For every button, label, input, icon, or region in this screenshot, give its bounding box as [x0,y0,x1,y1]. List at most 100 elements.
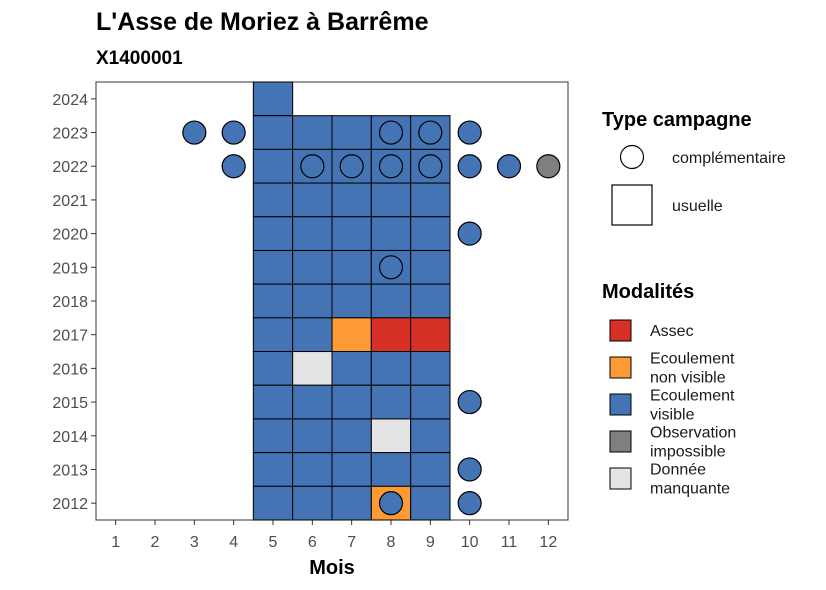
legend-label-complementaire: complémentaire [672,150,786,167]
tile-usuelle [370,452,412,487]
x-tick-label: 3 [190,534,199,551]
tile-usuelle [292,384,333,420]
tile-usuelle [410,249,451,285]
tile-usuelle [292,485,333,521]
tile-usuelle [331,249,372,285]
tile-usuelle [252,485,294,521]
tile-usuelle [370,418,412,454]
tile-usuelle [331,485,372,521]
tile-usuelle [331,216,372,251]
tile-usuelle [410,485,451,521]
tile-usuelle [292,249,333,285]
y-tick-label: 2017 [52,328,88,345]
point-complementaire [221,154,246,179]
tile-usuelle [292,351,333,386]
point-complementaire [378,491,404,516]
y-tick-label: 2024 [52,92,88,109]
y-tick-label: 2019 [52,260,88,277]
legend-modalites-title: Modalités [602,281,694,303]
tile-usuelle [252,283,294,319]
legend-key-complementaire [619,144,645,170]
y-tick-label: 2015 [52,395,88,412]
tile-usuelle [292,452,333,487]
tile-usuelle [410,317,451,353]
legend-type-campagne: Type campagne complémentaire usuelle [602,109,786,226]
point-complementaire [339,154,364,179]
tile-usuelle [252,115,294,150]
point-complementaire [300,154,325,179]
tile-usuelle [331,115,372,150]
legend-type-title: Type campagne [602,109,752,131]
tile-usuelle [370,317,412,353]
tile-usuelle [410,384,451,420]
y-tick-label: 2012 [52,496,88,513]
y-tick-label: 2022 [52,159,88,176]
tile-usuelle [292,283,333,319]
tile-usuelle [331,384,372,420]
tile-usuelle [252,418,294,454]
tile-usuelle [370,283,412,319]
point-complementaire [457,491,482,516]
legend-key-modalite [609,356,632,379]
tile-usuelle [292,418,333,454]
legend-label-modalite: Ecoulement non visible [650,351,735,387]
y-tick-label: 2018 [52,294,88,311]
legend-key-modalite [609,319,632,342]
legend-label-modalite: Observation impossible [650,425,736,461]
point-complementaire [378,154,404,179]
chart-subtitle: X1400001 [96,48,183,69]
legend-key-modalite [609,467,632,490]
chart-title: L'Asse de Moriez à Barrême [96,8,429,36]
point-complementaire [536,154,561,179]
tile-usuelle [410,351,451,386]
y-tick-label: 2020 [52,227,88,244]
x-axis: 1 2 3 4 5 6 7 8 9 10 11 12 [111,520,557,551]
y-tick-label: 2013 [52,462,88,479]
tile-usuelle [331,317,372,353]
legend-label-modalite: Ecoulement visible [650,388,735,424]
tile-usuelle [410,283,451,319]
point-complementaire [457,389,482,415]
legend-modalites: Modalités Assec Ecoulement non visibleEcou… [602,281,736,498]
tile-usuelle [252,384,294,420]
x-tick-label: 6 [308,534,317,551]
tile-usuelle [252,249,294,285]
legend-label-modalite: Assec [650,323,694,340]
legend-label-usuelle: usuelle [672,198,723,215]
x-tick-label: 5 [269,534,278,551]
tile-usuelle [331,283,372,319]
tile-usuelle [370,384,412,420]
x-axis-title: Mois [309,557,355,579]
point-complementaire [221,120,246,145]
tile-usuelle [252,81,294,117]
point-complementaire [457,154,482,179]
usuelle-tiles [252,81,451,521]
x-tick-label: 10 [461,534,479,551]
tile-usuelle [370,216,412,251]
complementaire-points [182,120,561,516]
tile-usuelle [292,317,333,353]
legend-label-modalite: Donnée manquante [650,462,730,498]
tile-usuelle [252,452,294,487]
x-tick-label: 12 [539,534,557,551]
tile-usuelle [410,216,451,251]
tile-usuelle [331,351,372,386]
point-complementaire [457,120,482,145]
point-complementaire [457,221,482,246]
x-tick-label: 7 [347,534,356,551]
tile-usuelle [331,452,372,487]
x-tick-label: 9 [426,534,435,551]
x-tick-label: 8 [387,534,396,551]
tile-usuelle [410,418,451,454]
point-complementaire [496,154,522,179]
tile-usuelle [410,182,451,218]
x-tick-label: 2 [151,534,160,551]
point-complementaire [378,120,404,145]
y-tick-label: 2021 [52,193,88,210]
legend-key-modalite [609,430,632,453]
tile-usuelle [252,148,294,184]
tile-usuelle [370,351,412,386]
point-complementaire [378,255,404,280]
x-tick-label: 4 [229,534,238,551]
